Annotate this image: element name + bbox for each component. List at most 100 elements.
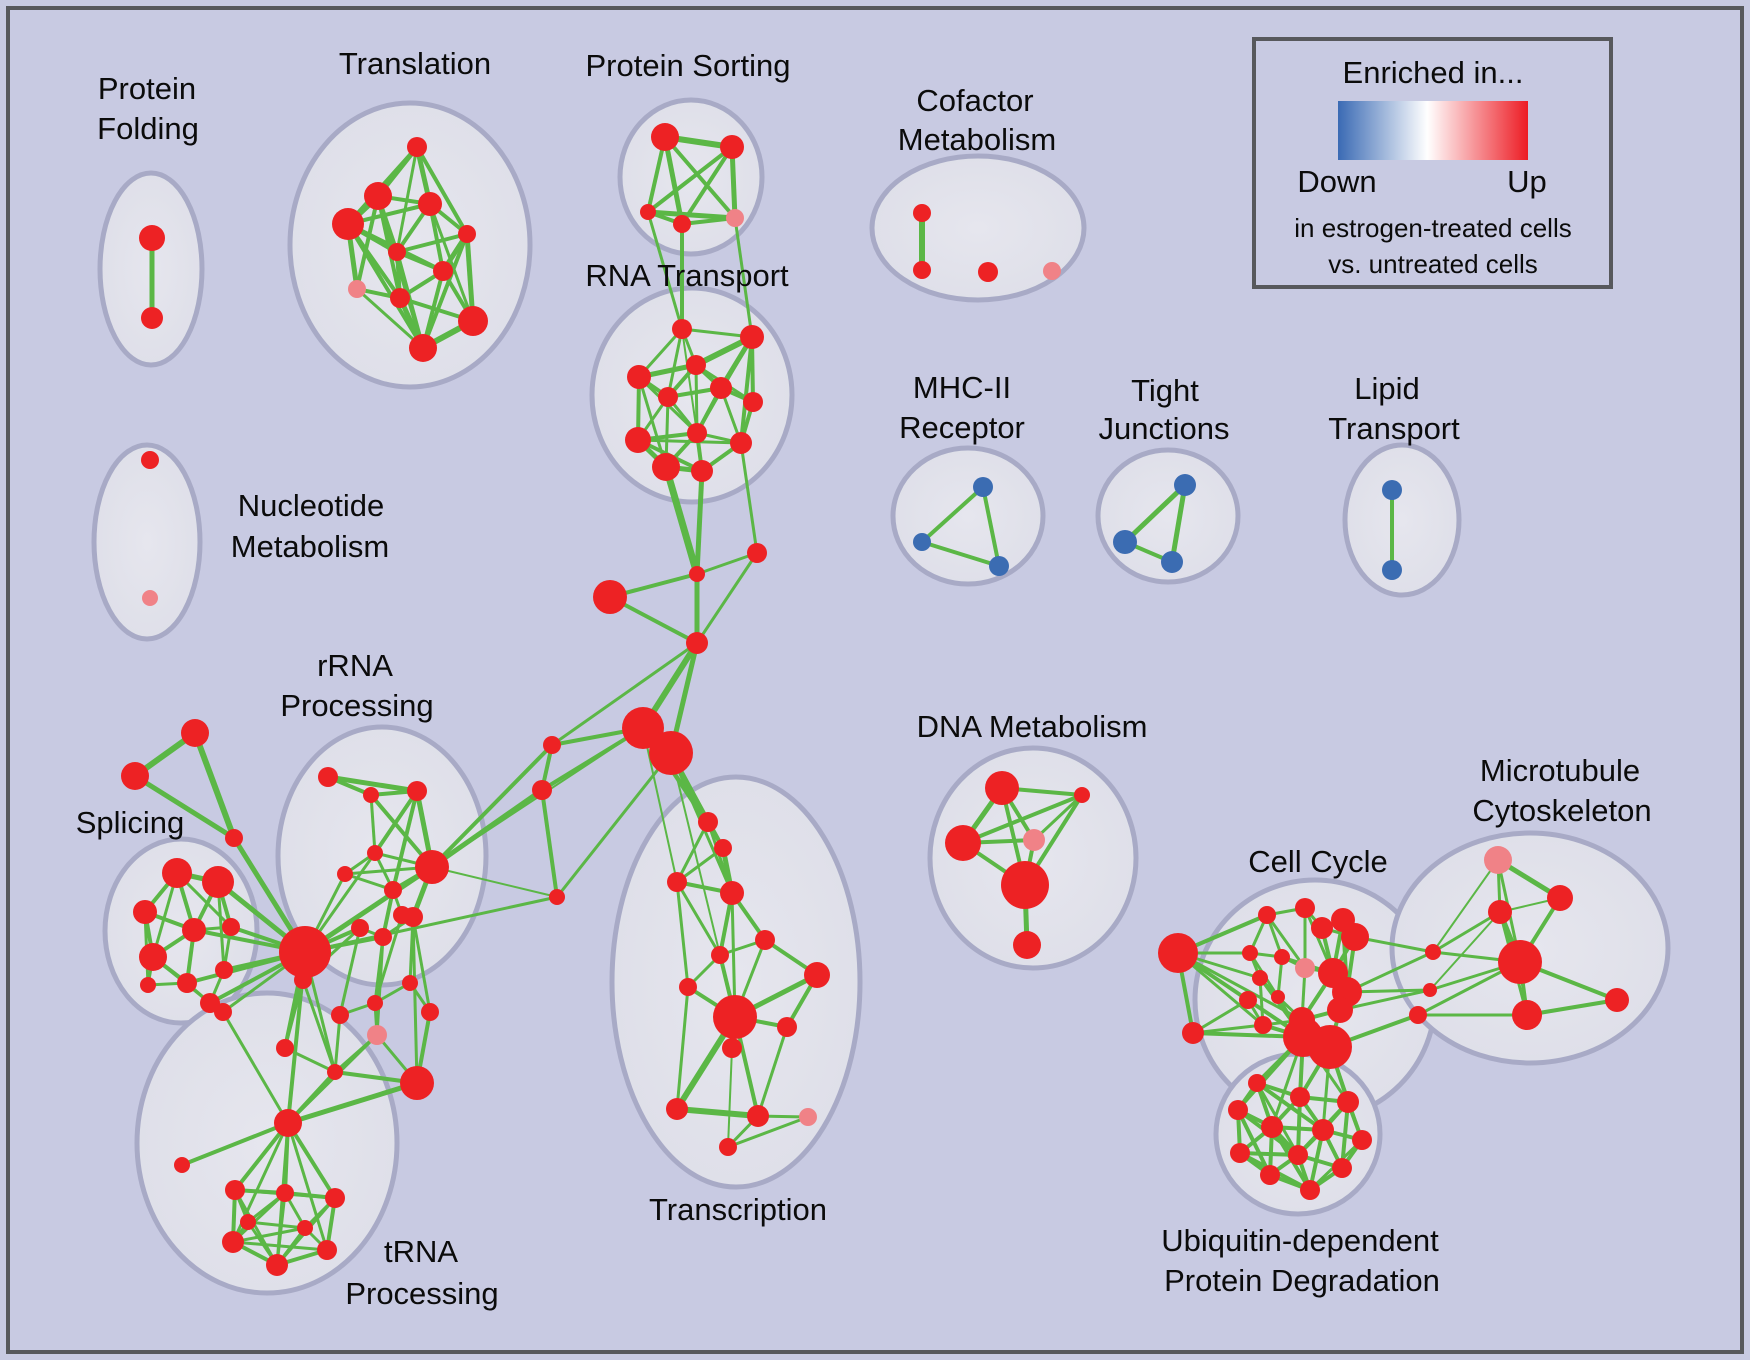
network-edge: [646, 211, 684, 330]
network-node: [364, 182, 392, 210]
network-node: [726, 209, 744, 227]
network-node: [549, 889, 565, 905]
network-node: [388, 243, 406, 261]
network-node: [1382, 560, 1402, 580]
network-node: [640, 204, 656, 220]
network-edge: [694, 364, 699, 434]
network-node: [1290, 1087, 1310, 1107]
network-edge: [727, 1115, 809, 1149]
network-node: [1484, 846, 1512, 874]
network-node: [1239, 991, 1257, 1009]
network-node: [804, 962, 830, 988]
network-node: [240, 1214, 256, 1230]
network-node: [1161, 551, 1183, 573]
network-node: [214, 1003, 232, 1021]
network-node: [331, 1006, 349, 1024]
network-edge: [1432, 859, 1499, 953]
cluster-label-mhc-ii-receptor: MHC-II: [913, 370, 1011, 405]
network-node: [276, 1039, 294, 1057]
network-edge: [333, 1014, 342, 1073]
network-node: [202, 866, 234, 898]
network-node: [679, 978, 697, 996]
network-node: [403, 907, 423, 927]
cluster-label-microtubule-cytoskeleton: Cytoskeleton: [1472, 793, 1651, 828]
network-node: [913, 533, 931, 551]
network-edge: [739, 442, 759, 554]
network-edge: [680, 145, 734, 226]
network-edge: [662, 136, 685, 225]
network-node: [121, 762, 149, 790]
network-node: [141, 451, 159, 469]
network-node: [649, 731, 693, 775]
network-node: [1260, 1165, 1280, 1185]
network-node: [266, 1254, 288, 1276]
nodes-layer: [121, 123, 1629, 1276]
network-node: [351, 919, 369, 937]
network-node: [913, 204, 931, 222]
network-node: [719, 1138, 737, 1156]
legend-down-label: Down: [1297, 164, 1376, 199]
network-node: [181, 719, 209, 747]
network-node: [222, 1231, 244, 1253]
network-node: [1252, 970, 1268, 986]
network-node: [384, 881, 402, 899]
legend-caption-line1: in estrogen-treated cells: [1294, 213, 1571, 243]
network-node: [1352, 1130, 1372, 1150]
network-node: [543, 736, 561, 754]
cluster-label-nucleotide-metabolism: Metabolism: [231, 529, 390, 564]
network-node: [945, 825, 981, 861]
network-edge: [675, 821, 710, 883]
network-node: [162, 858, 192, 888]
network-node: [1311, 917, 1333, 939]
network-node: [691, 460, 713, 482]
network-node: [1341, 923, 1369, 951]
network-node: [1043, 262, 1061, 280]
network-node: [458, 306, 488, 336]
network-edge: [411, 916, 432, 1013]
network-node: [777, 1017, 797, 1037]
network-node: [1337, 1091, 1359, 1113]
network-node: [747, 543, 767, 563]
network-node: [400, 1066, 434, 1100]
network-node: [390, 288, 410, 308]
cluster-label-nucleotide-metabolism: Nucleotide: [238, 488, 384, 523]
network-node: [689, 566, 705, 582]
network-node: [421, 1003, 439, 1021]
network-node: [1300, 1180, 1320, 1200]
network-edge: [233, 1121, 290, 1192]
network-node: [177, 973, 197, 993]
network-edge: [192, 731, 237, 840]
network-node: [1258, 906, 1276, 924]
network-node: [989, 556, 1009, 576]
network-node: [225, 829, 243, 847]
network-node: [1295, 898, 1315, 918]
network-node: [1423, 983, 1437, 997]
network-node: [740, 325, 764, 349]
network-edge: [962, 793, 1083, 845]
network-node: [1605, 988, 1629, 1012]
network-node: [755, 930, 775, 950]
network-edge: [327, 774, 418, 794]
network-node: [141, 307, 163, 329]
network-edge: [1432, 910, 1501, 954]
network-node: [711, 946, 729, 964]
network-node: [139, 943, 167, 971]
cluster-label-rna-transport: RNA Transport: [585, 258, 789, 293]
network-node: [1261, 1116, 1283, 1138]
network-edge: [646, 145, 734, 214]
network-node: [747, 1105, 769, 1127]
network-node: [1382, 480, 1402, 500]
network-edge: [921, 540, 1000, 568]
network-edge: [428, 203, 475, 322]
network-edge: [391, 790, 419, 891]
network-node: [318, 767, 338, 787]
network-edge: [663, 135, 737, 220]
legend-up-label: Up: [1507, 164, 1547, 199]
network-edge: [275, 1192, 287, 1266]
network-node: [327, 1064, 343, 1080]
network-node: [686, 355, 706, 375]
network-node: [720, 135, 744, 159]
network-edge: [551, 641, 698, 747]
network-edge: [346, 222, 425, 350]
